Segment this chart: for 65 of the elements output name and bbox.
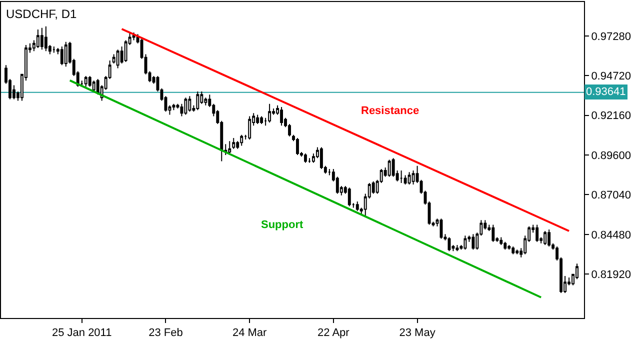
candlestick (228, 140, 232, 156)
candlestick (240, 134, 244, 146)
candlestick (320, 146, 323, 170)
candlestick (404, 174, 407, 185)
candlestick (308, 158, 311, 164)
candlestick (356, 201, 359, 212)
candlestick (52, 46, 56, 54)
candlestick (172, 103, 176, 111)
candlestick (512, 246, 515, 255)
annotation: Support (261, 219, 304, 231)
y-tick-label: 0.81920 (591, 268, 631, 281)
candlestick (492, 224, 495, 242)
x-tick-label: 25 Jan 2011 (52, 327, 112, 340)
candlestick (472, 234, 475, 250)
candlestick (464, 235, 467, 250)
annotation: Resistance (361, 105, 420, 117)
candlestick (196, 90, 200, 111)
candlestick (536, 224, 539, 242)
candlestick (248, 116, 252, 140)
candlestick (184, 97, 188, 116)
x-tick-label: 24 Mar (232, 327, 268, 340)
candlestick (412, 170, 415, 185)
candlestick (548, 228, 551, 248)
candlestick (372, 180, 375, 194)
candlestick (268, 103, 272, 123)
candlestick (456, 244, 459, 252)
candlestick (260, 116, 264, 125)
candlestick (304, 152, 307, 164)
y-tick-label: 0.94720 (591, 70, 631, 82)
candlestick (132, 32, 136, 41)
candlestick (516, 249, 519, 255)
text: USDCHF, D1 (6, 7, 77, 21)
candlestick (88, 75, 92, 88)
candlestick (40, 27, 44, 50)
candlestick (60, 46, 64, 66)
candlestick (232, 137, 236, 150)
candlestick (504, 241, 507, 250)
candlestick (392, 158, 395, 178)
x-tick-label: 23 May (399, 327, 436, 340)
x-tick-label: 23 Feb (148, 327, 183, 340)
candlestick (112, 54, 116, 64)
candlestick (388, 159, 391, 178)
candlestick (280, 106, 283, 126)
candlestick (544, 230, 547, 246)
candlestick (408, 172, 411, 185)
y-tick-label: 0.84480 (591, 229, 631, 242)
x-tick-label: 22 Apr (318, 327, 350, 340)
candlestick (500, 236, 503, 246)
candlestick (92, 80, 96, 92)
candlestick (508, 244, 511, 250)
candlestick (348, 187, 351, 207)
candlestick (116, 49, 120, 69)
candlestick (188, 96, 192, 112)
candlestick (64, 41, 68, 68)
ref-line-label: 0.93641 (586, 86, 626, 98)
y-tick-label: 0.87040 (591, 190, 631, 202)
y-tick-label: 0.92160 (591, 110, 631, 122)
y-tick-label: 0.89600 (591, 150, 631, 162)
candlestick (296, 137, 299, 156)
candlestick (400, 170, 403, 184)
y-tick-label: 0.97280 (591, 30, 631, 43)
candlestick (84, 75, 88, 88)
candlestick (256, 114, 260, 125)
candlestick (36, 28, 40, 49)
candlestick (44, 26, 48, 52)
